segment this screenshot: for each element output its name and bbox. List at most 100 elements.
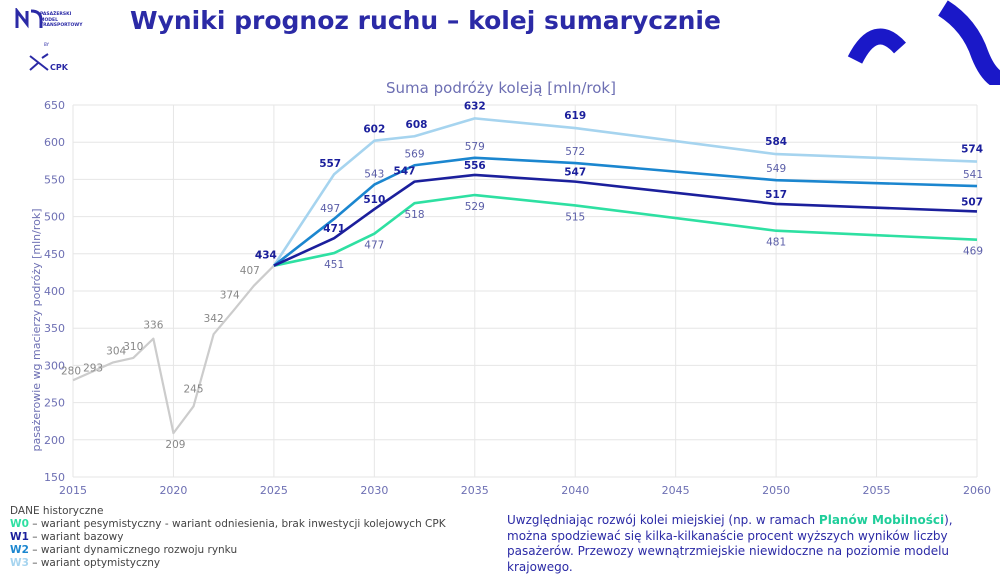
data-label: 293 (83, 363, 103, 375)
data-label: 529 (465, 201, 485, 213)
series-line-w2 (273, 156, 978, 267)
y-tick-label: 200 (44, 434, 65, 447)
y-tick-label: 550 (44, 173, 65, 186)
data-label: 557 (319, 158, 341, 170)
x-tick-label: 2030 (360, 484, 388, 497)
data-label: 310 (123, 341, 143, 353)
data-label: 471 (323, 223, 345, 235)
data-label: 569 (404, 148, 424, 160)
legend-item-w2: W2 – wariant dynamicznego rozwoju rynku (10, 544, 446, 557)
x-tick-label: 2015 (59, 484, 87, 497)
line-chart: Suma podróży koleją [mln/rok] pasażerowi… (30, 79, 991, 497)
data-label: 619 (564, 110, 586, 122)
chart-legend: DANE historyczne W0 – wariant pesymistyc… (10, 505, 446, 570)
x-tick-label: 2060 (963, 484, 991, 497)
legend-code: W2 (10, 544, 29, 556)
legend-item-w0: W0 – wariant pesymistyczny - wariant odn… (10, 518, 446, 531)
series-line-w0 (273, 193, 978, 267)
y-tick-label: 250 (44, 397, 65, 410)
data-label: 541 (963, 169, 983, 181)
pmt-logo-icon (15, 6, 43, 29)
data-label: 451 (324, 259, 344, 271)
chart-axes: 150 200 250 300 350 400 450 500 550 600 650 2015 202… (44, 99, 991, 497)
logo-line-1: PASAŻERSKI (40, 12, 72, 17)
data-label: 510 (363, 194, 385, 206)
chart-title: Suma podróży koleją [mln/rok] (386, 79, 616, 97)
data-label: 556 (464, 160, 486, 172)
series-line-w1 (273, 173, 978, 267)
data-label: 481 (766, 237, 786, 249)
x-tick-label: 2025 (260, 484, 288, 497)
logo-cpk: CPK (50, 63, 68, 72)
note-before: Uwzględniając rozwój kolei miejskiej (np… (507, 513, 819, 527)
y-tick-label: 450 (44, 248, 65, 261)
legend-item-w1: W1 – wariant bazowy (10, 531, 446, 544)
page-title: Wyniki prognoz ruchu – kolej sumarycznie (130, 6, 721, 35)
data-label: 584 (765, 136, 787, 148)
data-label: 543 (364, 169, 384, 181)
logo-text: PASAŻERSKI MODEL TRANSPORTOWY (40, 12, 83, 29)
logo-by: BY (44, 42, 49, 47)
x-tick-label: 2055 (863, 484, 891, 497)
data-label: 434 (255, 250, 277, 262)
legend-text: – wariant bazowy (28, 531, 124, 543)
data-label: 434 (256, 250, 276, 262)
legend-code: W1 (10, 531, 29, 543)
data-label: 497 (320, 203, 340, 215)
pmt-logo (15, 6, 125, 78)
legend-code: W0 (10, 518, 29, 530)
logo-line-2: MODEL (40, 17, 58, 23)
data-label: 572 (565, 146, 585, 158)
data-label: 574 (961, 144, 983, 156)
y-tick-label: 400 (44, 285, 65, 298)
legend-text: – wariant dynamicznego rozwoju rynku (28, 544, 238, 556)
legend-text: – wariant optymistyczny (28, 557, 161, 569)
x-tick-label: 2020 (159, 484, 187, 497)
y-tick-label: 350 (44, 322, 65, 335)
data-label: 280 (61, 365, 81, 377)
data-label: 602 (363, 124, 385, 136)
data-label: 515 (565, 211, 585, 223)
note-highlight: Planów Mobilności (818, 513, 945, 527)
data-label: 374 (220, 289, 240, 301)
logo-line-3: TRANSPORTOWY (40, 23, 83, 28)
chart-grid (72, 104, 978, 478)
legend-item-w3: W3 – wariant optymistyczny (10, 557, 446, 570)
y-tick-label: 600 (44, 136, 65, 149)
y-tick-label: 650 (44, 99, 65, 112)
data-label: 209 (165, 439, 185, 451)
x-tick-label: 2040 (561, 484, 589, 497)
data-label: 469 (963, 246, 983, 258)
x-tick-label: 2035 (461, 484, 489, 497)
x-tick-label: 2045 (662, 484, 690, 497)
cpk-logo-icon (29, 53, 49, 71)
series-line-historic (72, 264, 275, 435)
data-label: 547 (394, 166, 416, 178)
data-label: 407 (240, 265, 260, 277)
data-label: 517 (765, 189, 787, 201)
data-label: 579 (465, 141, 485, 153)
chart-series (72, 117, 978, 435)
data-label: 342 (204, 313, 224, 325)
y-tick-label: 500 (44, 211, 65, 224)
data-label: 304 (106, 345, 126, 357)
legend-historic: DANE historyczne (10, 505, 104, 517)
series-line-w3 (272, 117, 978, 267)
data-label: 245 (184, 383, 204, 395)
corner-decoration-icon (847, 0, 1000, 85)
y-axis-label: pasażerowie wg macierzy podróży [mln/rok… (30, 208, 43, 451)
data-label: 632 (464, 100, 486, 112)
data-label: 608 (406, 119, 428, 131)
note-text: Uwzględniając rozwój kolei miejskiej (np… (507, 513, 987, 575)
legend-text: – wariant pesymistyczny - wariant odnies… (28, 518, 446, 530)
data-label: 507 (961, 196, 983, 208)
x-tick-label: 2050 (762, 484, 790, 497)
data-label: 547 (564, 167, 586, 179)
data-label: 549 (766, 163, 786, 175)
data-label: 477 (364, 240, 384, 252)
data-label: 518 (404, 209, 424, 221)
y-tick-label: 150 (44, 471, 65, 484)
note-after: ), można spodziewać się kilka-kilkanaści… (507, 513, 953, 574)
y-tick-label: 300 (44, 359, 65, 372)
